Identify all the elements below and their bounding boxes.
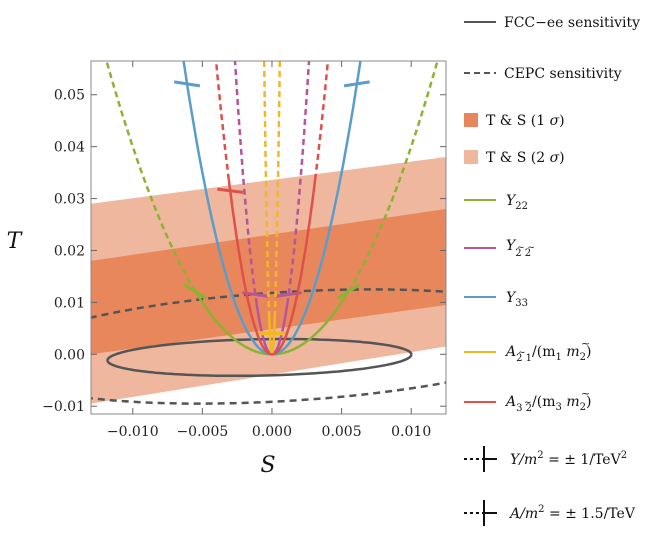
y-tick-label: 0.04 — [54, 140, 85, 156]
legend-label-y22: Y22 — [506, 193, 528, 212]
legend-a32-tilde: ~ — [524, 398, 532, 408]
legend-label-am: A/m2 = ± 1.5/TeV — [508, 504, 636, 522]
series-y33-dashed-left — [179, 31, 183, 57]
legend-label-y33: Y33 — [506, 290, 528, 309]
legend-am-rest: = ± 1.5/TeV — [545, 506, 636, 522]
series-y22-marker-left — [183, 283, 208, 300]
legend-ym-rest: = ± 1/TeV — [544, 452, 622, 468]
legend-ym-pow2: 2 — [621, 450, 627, 461]
legend-a32-m2tilde: ~ — [581, 387, 590, 400]
legend-a21-sub2: 1 — [556, 352, 562, 363]
series-a32-dashed-left — [214, 61, 231, 180]
series-y22-dashed-left — [105, 61, 197, 293]
axes: −0.010 −0.005 0.000 0.005 0.010 −0.01 0.00 0.01… — [42, 61, 446, 440]
x-tick-label: −0.005 — [176, 424, 228, 440]
y-tick-label: 0.00 — [54, 347, 85, 363]
y-tick-label: 0.01 — [54, 295, 85, 311]
legend-ts2-close: ) — [559, 150, 564, 166]
legend-ts1-close: ) — [559, 113, 564, 129]
legend-a21-sub3: 2 — [580, 352, 586, 363]
legend-a32-rest: /(m — [532, 394, 555, 410]
legend-ts1-sigma: σ — [550, 113, 560, 129]
series-a32-solid — [227, 179, 317, 356]
legend-ytt-tilde: ~ ~ — [517, 243, 535, 253]
legend-ytt-base: Y — [506, 238, 517, 254]
series-a32-marker-left — [217, 187, 244, 194]
legend-label-fcc: FCC−ee sensitivity — [504, 15, 640, 31]
legend-ym-Y: Y — [510, 452, 521, 468]
x-tick-label: 0.005 — [322, 424, 362, 440]
legend-ts1-main: T & S (1 — [486, 113, 550, 129]
legend-y22-sub: 22 — [515, 201, 528, 212]
legend-a32-sub2: 3 — [556, 402, 562, 413]
series-ytt-dashed-left — [233, 61, 258, 305]
legend-y22-base: Y — [506, 193, 517, 209]
legend-a21-m2tilde: ~ — [581, 337, 590, 350]
legend-am-pow: 2 — [538, 504, 544, 515]
series-y22-dashed-right — [347, 61, 439, 293]
legend-ym-pow: 2 — [537, 450, 543, 461]
series-y33-dashed-right — [361, 31, 365, 57]
y-axis-title: T — [7, 229, 24, 254]
x-tick-label: 0.000 — [252, 424, 292, 440]
legend-label-a32: A3 2/(m3 m2) — [504, 394, 591, 414]
legend-label-ytt: Y2 2 — [506, 238, 531, 259]
legend-ts2-sigma: σ — [550, 150, 560, 166]
legend-a32-end: ) — [586, 394, 591, 410]
series-a21-marker-right — [261, 331, 288, 336]
legend-a21-tilde: ~ — [518, 348, 526, 358]
series-a32-dashed-right — [313, 61, 330, 180]
legend-a32-sub: 3 2 — [516, 403, 532, 414]
legend-label-ym: Y/m2 = ± 1/TeV2 — [510, 450, 627, 468]
series-y33-marker-left — [173, 80, 201, 88]
plot-area — [91, 31, 446, 405]
legend-y33-sub: 33 — [515, 298, 528, 309]
legend-a21-sub: 2 1 — [516, 353, 532, 364]
legend-label-ts1: T & S (1 σ) — [486, 113, 565, 129]
legend-label-a21: A2 1/(m1 m2) — [504, 344, 591, 364]
legend-a32-m2: m — [562, 394, 580, 410]
legend: FCC−ee sensitivity CEPC sensitivity T & … — [464, 15, 640, 526]
series-ytt-dashed-right — [286, 61, 311, 305]
legend-a21-base: A — [504, 344, 516, 360]
legend-ytt-sub: 2 2 — [515, 248, 531, 259]
plot-frame — [90, 60, 447, 415]
ellipse-fcc — [106, 337, 413, 378]
y-tick-label: −0.01 — [42, 399, 85, 415]
legend-am-A: A — [508, 506, 520, 522]
legend-swatch-ts2 — [464, 150, 478, 164]
legend-swatch-ts1 — [464, 113, 478, 127]
legend-a32-sub3: 2 — [580, 402, 586, 413]
series-y22-marker-right — [336, 283, 361, 300]
y-tick-label: 0.02 — [54, 243, 85, 259]
legend-a21-end: ) — [586, 344, 591, 360]
legend-am-m: /m — [518, 506, 538, 522]
legend-a21-rest: /(m — [532, 344, 555, 360]
legend-ts2-main: T & S (2 — [486, 150, 550, 166]
legend-a21-m2: m — [562, 344, 580, 360]
series-y33-marker-right — [343, 80, 370, 88]
legend-label-cepc: CEPC sensitivity — [504, 66, 622, 82]
x-axis-title: S — [260, 453, 275, 478]
legend-ym-m: /m — [517, 452, 537, 468]
y-tick-label: 0.03 — [54, 192, 85, 208]
legend-y33-base: Y — [506, 290, 517, 306]
x-tick-label: 0.010 — [391, 424, 431, 440]
y-tick-label: 0.05 — [54, 88, 85, 104]
x-tick-label: −0.010 — [107, 424, 159, 440]
legend-label-ts2: T & S (2 σ) — [486, 150, 565, 166]
legend-a32-base: A — [504, 394, 516, 410]
